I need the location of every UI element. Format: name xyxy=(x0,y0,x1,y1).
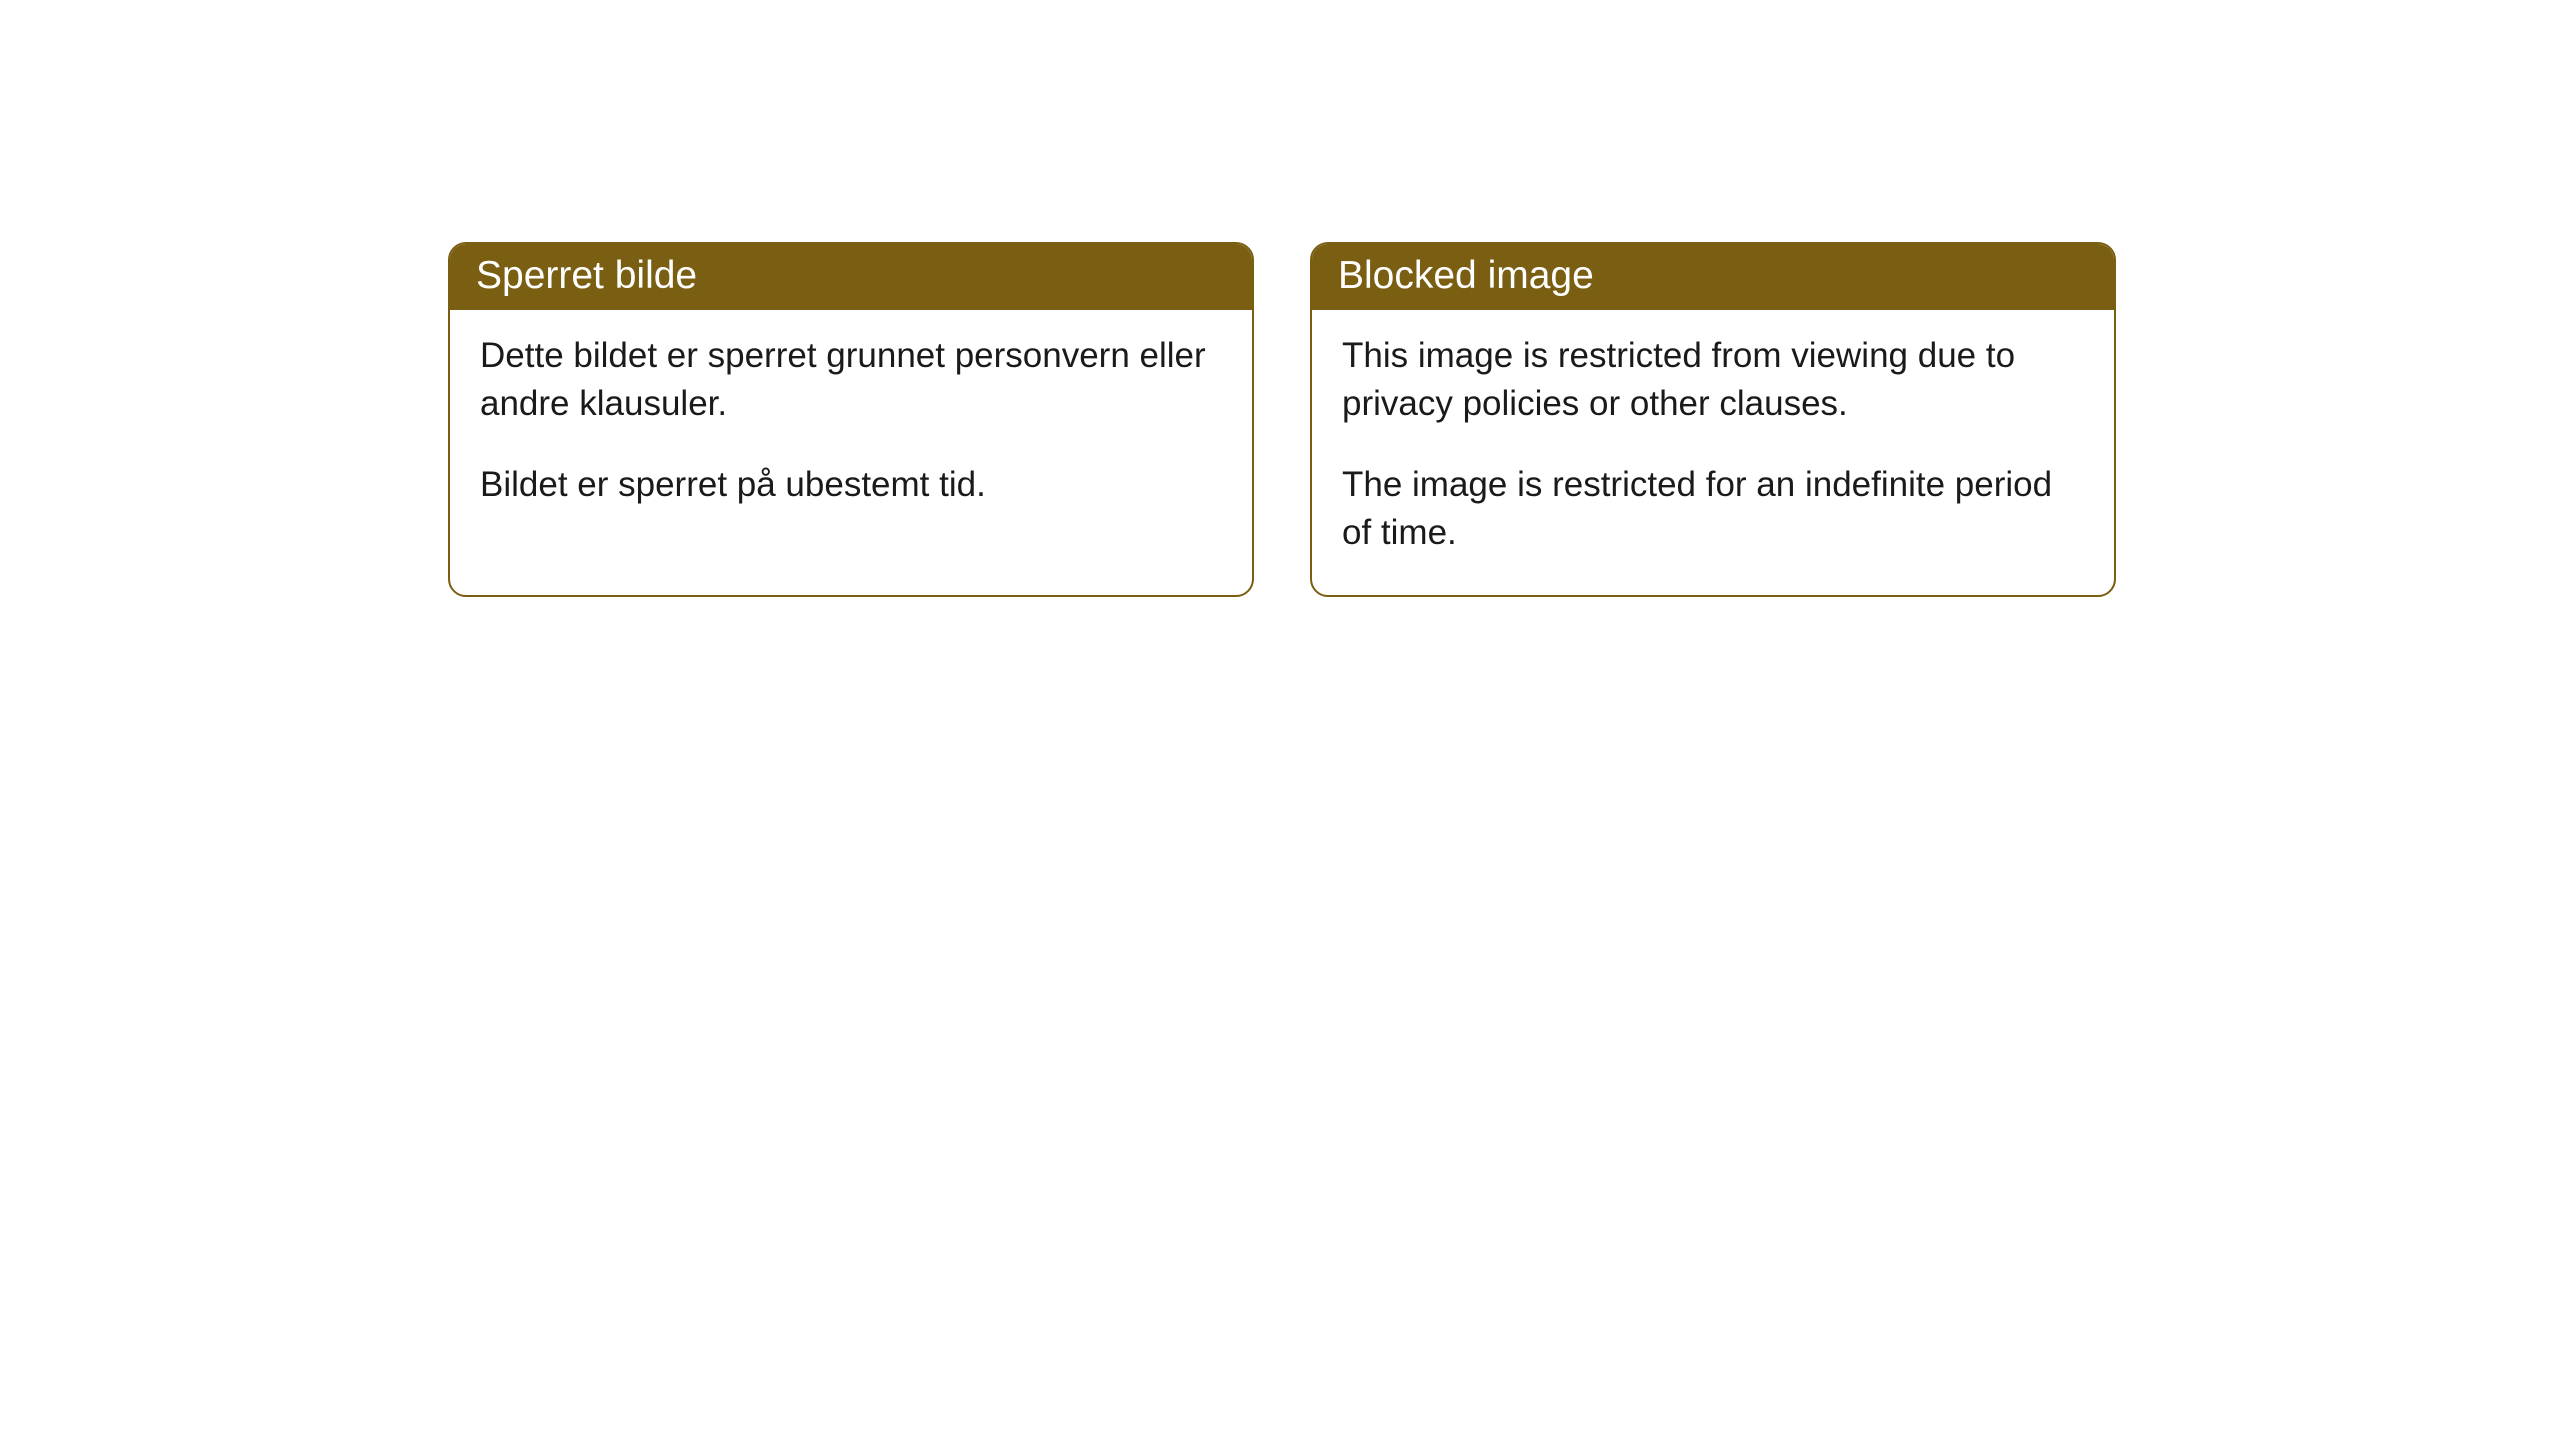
notice-paragraph: Bildet er sperret på ubestemt tid. xyxy=(480,461,1222,509)
notice-container: Sperret bilde Dette bildet er sperret gr… xyxy=(0,0,2560,597)
notice-paragraph: This image is restricted from viewing du… xyxy=(1342,332,2084,429)
notice-card-english: Blocked image This image is restricted f… xyxy=(1310,242,2116,597)
notice-header: Sperret bilde xyxy=(450,244,1252,310)
notice-body: This image is restricted from viewing du… xyxy=(1312,310,2114,595)
notice-paragraph: Dette bildet er sperret grunnet personve… xyxy=(480,332,1222,429)
notice-header: Blocked image xyxy=(1312,244,2114,310)
notice-body: Dette bildet er sperret grunnet personve… xyxy=(450,310,1252,547)
notice-card-norwegian: Sperret bilde Dette bildet er sperret gr… xyxy=(448,242,1254,597)
notice-paragraph: The image is restricted for an indefinit… xyxy=(1342,461,2084,558)
